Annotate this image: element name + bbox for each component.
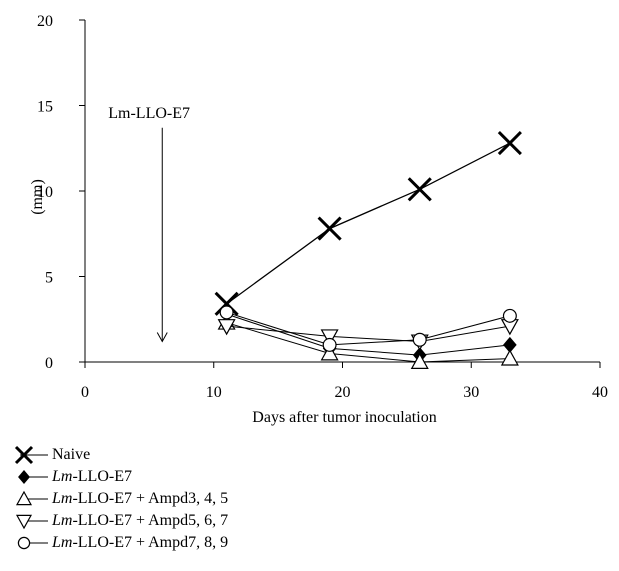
legend-symbol: [18, 470, 48, 484]
data-point: [320, 344, 339, 361]
legend-symbol: [15, 490, 48, 506]
annotation-label: Lm-LLO-E7: [108, 105, 190, 122]
legend-label: Lm-LLO-E7: [52, 467, 132, 487]
data-point: [502, 308, 517, 323]
x-tick-label: 0: [81, 384, 89, 401]
data-point: [500, 349, 519, 366]
data-point: [320, 329, 339, 346]
legend-symbol: [14, 445, 48, 465]
legend-label-italic: Lm: [52, 468, 73, 485]
legend-label-text: -LLO-E7: [72, 468, 132, 485]
data-point-stroke: [214, 291, 239, 316]
x-tick-label: 30: [463, 384, 479, 401]
data-point: [412, 332, 427, 347]
x-tick-label: 40: [592, 384, 608, 401]
x-tick-label: 10: [206, 384, 222, 401]
legend-label: Lm-LLO-E7 + Ampd3, 4, 5: [52, 489, 228, 509]
series-3: [217, 313, 519, 369]
x-tick-label: 20: [335, 384, 351, 401]
data-point: [410, 352, 429, 369]
axes: 0 10 20 30 40 0 5 10 15 20: [37, 13, 608, 401]
legend-marker-stroke: [14, 445, 34, 465]
series-layer: [214, 131, 522, 369]
y-tick-label: 15: [37, 99, 53, 116]
legend-label: Lm-LLO-E7 + Ampd5, 6, 7: [52, 511, 228, 531]
legend-label-italic: Lm: [52, 490, 73, 507]
series-4: [217, 319, 519, 351]
y-tick-label: 0: [45, 355, 53, 372]
legend-symbol: [15, 514, 48, 530]
annotation-layer: Lm-LLO-E7: [108, 105, 190, 343]
legend-item: Lm-LLO-E7 + Ampd3, 4, 5: [0, 489, 228, 509]
data-point-stroke: [407, 177, 432, 202]
legend-label-text: -LLO-E7 + Ampd5, 6, 7: [72, 512, 229, 529]
legend-item: Lm-LLO-E7 + Ampd5, 6, 7: [0, 511, 228, 531]
legend-label-text: -LLO-E7 + Ampd3, 4, 5: [72, 490, 229, 507]
y-tick-label: 20: [37, 13, 53, 30]
series-2: [219, 306, 517, 364]
data-point: [322, 337, 337, 352]
series-1: [214, 131, 522, 316]
x-axis-label: Days after tumor inoculation: [252, 409, 436, 426]
legend-marker: [15, 514, 33, 530]
legend-marker: [17, 536, 31, 550]
series-line: [226, 142, 511, 305]
data-point: [219, 305, 234, 320]
legend-item: Naive: [0, 445, 90, 465]
legend-label: Naive: [52, 445, 90, 465]
legend-symbol: [17, 536, 48, 550]
series-5: [219, 305, 517, 352]
data-point: [217, 319, 236, 336]
series-line: [226, 313, 510, 356]
series-line: [226, 322, 510, 363]
data-point: [503, 336, 517, 353]
legend-item: Lm-LLO-E7 + Ampd7, 8, 9: [0, 533, 228, 553]
data-point-stroke: [317, 216, 342, 241]
y-axis-label: (mm): [29, 179, 46, 215]
legend-label: Lm-LLO-E7 + Ampd7, 8, 9: [52, 533, 228, 553]
legend-item: Lm-LLO-E7: [0, 467, 132, 487]
legend-label-italic: Lm: [52, 534, 73, 551]
legend-label-text: -LLO-E7 + Ampd7, 8, 9: [72, 534, 229, 551]
y-tick-label: 5: [45, 270, 53, 287]
series-line: [226, 325, 510, 342]
legend-label-text: Naive: [52, 446, 91, 463]
data-point-stroke: [497, 131, 522, 156]
series-line: [226, 311, 511, 346]
legend-marker: [18, 470, 30, 484]
line-chart: 0 10 20 30 40 0 5 10 15 20 Lm-LLO-E7 Days after t…: [29, 13, 608, 426]
y-tick-label: 10: [37, 184, 53, 201]
legend-marker: [15, 490, 33, 506]
legend-label-italic: Lm: [52, 512, 73, 529]
annotation-arrowhead: [156, 332, 168, 343]
